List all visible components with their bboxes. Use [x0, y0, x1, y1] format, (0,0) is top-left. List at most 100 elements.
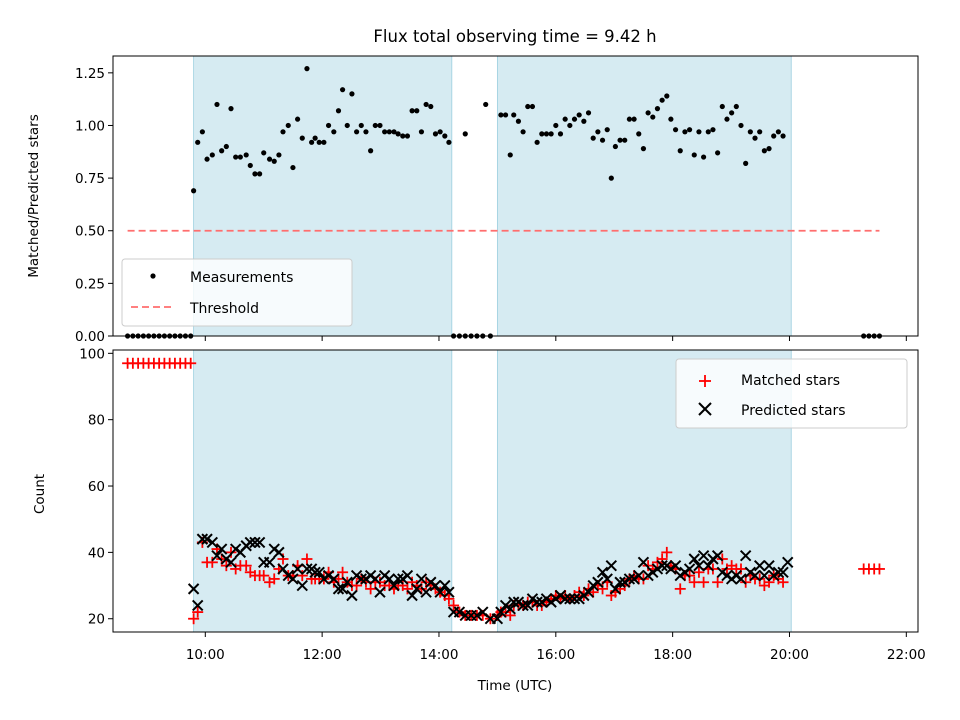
measurement-point [414, 108, 420, 114]
predicted-star-point [491, 613, 504, 625]
predicted-star-point [656, 559, 668, 572]
measurement-point [743, 160, 749, 166]
predicted-star-point [439, 579, 451, 592]
matched-star-point [777, 576, 789, 588]
bottom-panel: 20 40 60 80 100 10:00 12:00 14:00 16:00 18:00 20:… [32, 346, 926, 694]
predicted-star-point [253, 536, 266, 549]
top-axes-frame [112, 55, 919, 337]
legend-measurements-marker [150, 273, 156, 279]
predicted-star-point [263, 556, 276, 569]
measurement-point [252, 171, 258, 177]
measurement-point [686, 127, 693, 133]
predicted-star-point [346, 589, 358, 602]
predicted-star-point [322, 569, 335, 582]
matched-star-point [597, 583, 609, 595]
predicted-star-point [582, 586, 595, 598]
measurement-point [247, 162, 253, 169]
measurement-point [316, 139, 322, 145]
bottom-x-ticks: 10:00 12:00 14:00 16:00 18:00 20:00 22:00 [186, 632, 926, 663]
x-tick-label: 16:00 [536, 647, 575, 663]
measurement-point [257, 171, 263, 177]
predicted-star-point [495, 606, 507, 618]
measurement-point [295, 116, 301, 122]
measurement-point [228, 106, 234, 112]
measurement-point [539, 131, 545, 137]
measurement-point [525, 103, 531, 110]
predicted-star-point [187, 583, 200, 595]
matched-star-point [443, 593, 455, 605]
x-tick-label: 10:00 [186, 647, 225, 663]
measurement-point [349, 91, 355, 97]
measurement-point [498, 112, 504, 118]
top-legend: Measurements Threshold [121, 258, 353, 327]
predicted-star-point [388, 579, 400, 592]
predicted-star-point [669, 559, 682, 572]
measurement-point [223, 143, 229, 150]
predicted-star-point [383, 573, 396, 585]
measurement-point [780, 133, 786, 139]
x-tick-label: 22:00 [887, 647, 926, 663]
measurement-point [696, 129, 702, 135]
measurement-point [515, 118, 522, 124]
predicted-star-point [341, 576, 353, 588]
measurement-point [604, 127, 610, 133]
matched-star-point [206, 556, 218, 568]
matched-star-point [240, 560, 252, 572]
measurement-point [285, 122, 291, 129]
predicted-star-point [633, 569, 645, 582]
top-shaded-intervals [193, 55, 792, 337]
predicted-star-point [735, 573, 747, 585]
measurement-point [691, 152, 697, 158]
count-points [122, 357, 885, 625]
measurement-point [650, 114, 656, 120]
measurement-point [395, 131, 401, 137]
predicted-star-point [215, 543, 228, 555]
measurement-point [418, 129, 425, 135]
measurement-point [724, 116, 730, 122]
measurement-point [372, 122, 378, 129]
measurement-point [557, 131, 564, 137]
predicted-star-point [605, 559, 618, 572]
top-panel: 0.00 0.25 0.50 0.75 1.00 1.25 Matched/Predict… [26, 55, 919, 345]
predicted-star-point [637, 556, 650, 569]
legend-measurements-label: Measurements [190, 270, 293, 286]
measurement-point [423, 101, 429, 108]
predicted-star-point [517, 599, 529, 612]
predicted-star-point [688, 553, 700, 565]
measurement-point [576, 112, 582, 118]
shaded-interval [496, 55, 792, 337]
measurement-point [446, 139, 452, 145]
predicted-star-point [749, 569, 761, 582]
predicted-star-point [332, 583, 345, 595]
chart-title: Flux total observing time = 9.42 h [373, 27, 656, 46]
measurement-point [705, 129, 711, 135]
measurement-point [529, 103, 536, 110]
matched-star-point [504, 609, 516, 621]
predicted-star-point [758, 569, 771, 582]
measurement-point [219, 148, 225, 154]
matched-star-point [712, 576, 724, 588]
y-tick-label: 100 [79, 346, 105, 362]
predicted-star-point [753, 559, 766, 572]
top-x-ticks [204, 336, 907, 341]
matched-star-point [365, 583, 377, 595]
bottom-axes-frame [112, 349, 919, 633]
measurement-point [511, 112, 517, 118]
predicted-star-point [196, 533, 209, 545]
measurement-point [377, 122, 383, 129]
predicted-star-point [508, 596, 520, 608]
matched-star-point [351, 580, 363, 592]
matched-star-point [301, 553, 313, 565]
measurement-point [581, 118, 587, 124]
measurement-point [612, 143, 618, 150]
predicted-star-point [596, 566, 609, 578]
measurement-point [715, 150, 721, 156]
x-tick-label: 20:00 [770, 647, 809, 663]
legend-matched-label: Matched stars [741, 373, 840, 389]
y-tick-label: 1.25 [75, 66, 105, 82]
predicted-star-point [206, 536, 219, 549]
measurement-point [664, 93, 670, 99]
measurement-point [771, 133, 777, 139]
predicted-star-point [411, 583, 423, 595]
measurement-point [645, 110, 651, 116]
